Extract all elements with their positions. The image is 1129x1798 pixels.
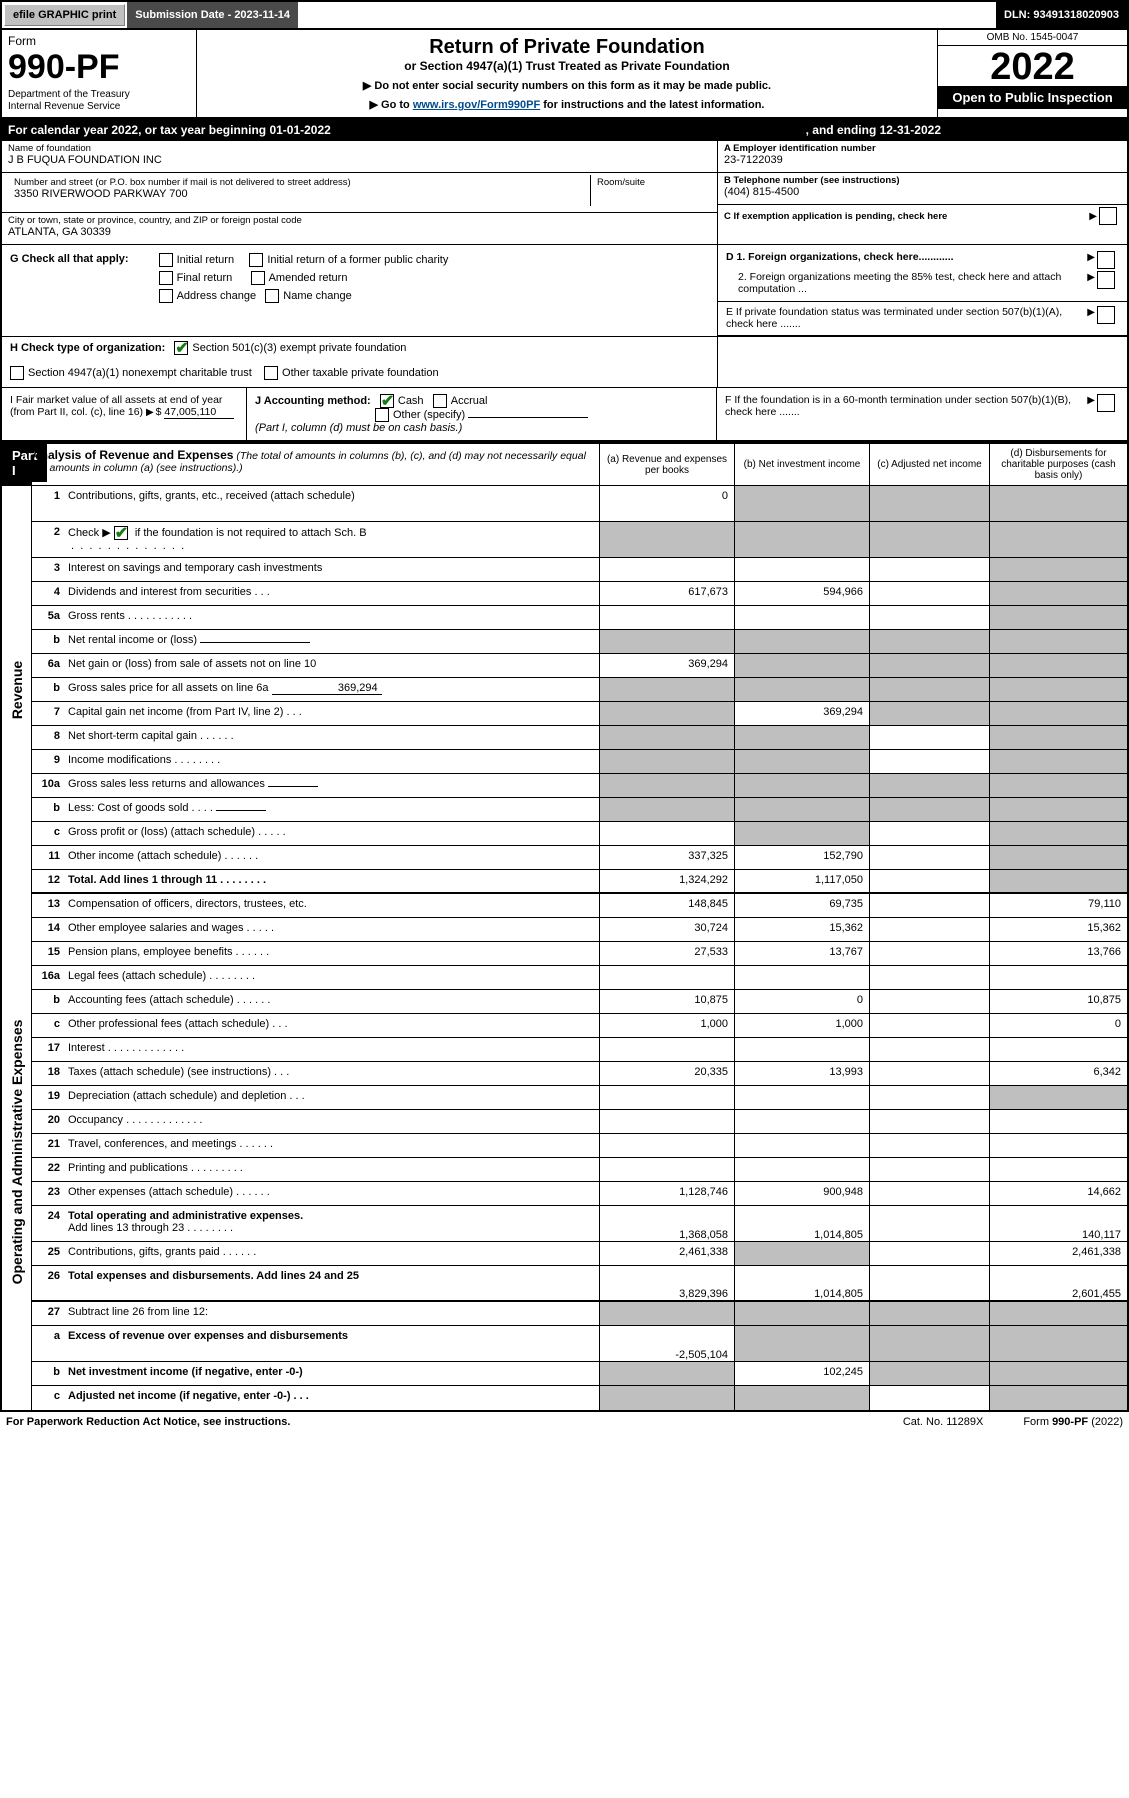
g-label: G Check all that apply: <box>10 253 129 303</box>
open-inspection: Open to Public Inspection <box>938 86 1127 109</box>
top-bar: efile GRAPHIC print Submission Date - 20… <box>2 2 1127 30</box>
instruction-2: ▶ Go to www.irs.gov/Form990PF for instru… <box>207 98 927 111</box>
i-value: 47,005,110 <box>164 406 234 419</box>
revenue-label: Revenue <box>2 486 32 894</box>
expenses-label: Operating and Administrative Expenses <box>2 894 32 1410</box>
phone-label: B Telephone number (see instructions) <box>724 175 1121 186</box>
g-name-checkbox[interactable] <box>265 289 279 303</box>
submission-date: Submission Date - 2023-11-14 <box>127 2 298 28</box>
g-address-checkbox[interactable] <box>159 289 173 303</box>
foundation-name: J B FUQUA FOUNDATION INC <box>8 154 711 166</box>
ein: 23-7122039 <box>724 154 1121 166</box>
j-accrual-checkbox[interactable] <box>433 394 447 408</box>
h-label: H Check type of organization: <box>10 342 165 354</box>
j-other-checkbox[interactable] <box>375 408 389 422</box>
e-label: E If private foundation status was termi… <box>726 306 1087 330</box>
calendar-year-row: For calendar year 2022, or tax year begi… <box>2 119 1127 141</box>
d2-checkbox[interactable] <box>1097 271 1115 289</box>
ij-row: I Fair market value of all assets at end… <box>2 388 1127 442</box>
dln: DLN: 93491318020903 <box>996 2 1127 28</box>
h-501c3-checkbox[interactable] <box>174 341 188 355</box>
col-b-header: (b) Net investment income <box>734 444 869 485</box>
f-label: F If the foundation is in a 60-month ter… <box>725 394 1087 418</box>
identity-block: Name of foundation J B FUQUA FOUNDATION … <box>2 141 1127 245</box>
h-row-2: Section 4947(a)(1) nonexempt charitable … <box>2 359 1127 388</box>
city-label: City or town, state or province, country… <box>8 215 711 226</box>
form-label: Form <box>8 34 190 48</box>
room-label: Room/suite <box>597 177 705 188</box>
col-d-header: (d) Disbursements for charitable purpose… <box>989 444 1127 485</box>
omb-number: OMB No. 1545-0047 <box>938 30 1127 46</box>
schb-checkbox[interactable] <box>114 526 128 540</box>
h-4947-checkbox[interactable] <box>10 366 24 380</box>
h-other-checkbox[interactable] <box>264 366 278 380</box>
form-title: Return of Private Foundation <box>207 36 927 59</box>
footer-cat: Cat. No. 11289X <box>903 1416 984 1428</box>
form-number: 990-PF <box>8 48 190 87</box>
g-initial-checkbox[interactable] <box>159 253 173 267</box>
col-c-header: (c) Adjusted net income <box>869 444 989 485</box>
part1-header: Part I Analysis of Revenue and Expenses … <box>2 442 1127 486</box>
j-label: J Accounting method: <box>255 395 371 407</box>
j-cash-checkbox[interactable] <box>380 394 394 408</box>
city: ATLANTA, GA 30339 <box>8 226 711 238</box>
address: 3350 RIVERWOOD PARKWAY 700 <box>14 188 584 200</box>
efile-print-button[interactable]: efile GRAPHIC print <box>4 4 125 26</box>
e-checkbox[interactable] <box>1097 306 1115 324</box>
arrow-icon <box>1089 211 1099 222</box>
d1-label: D 1. Foreign organizations, check here..… <box>726 251 1087 269</box>
department: Department of the Treasury Internal Reve… <box>8 89 190 113</box>
form-header: Form 990-PF Department of the Treasury I… <box>2 30 1127 119</box>
revenue-table: Revenue 1Contributions, gifts, grants, e… <box>2 486 1127 894</box>
name-label: Name of foundation <box>8 143 711 154</box>
j-note: (Part I, column (d) must be on cash basi… <box>255 422 462 434</box>
g-block: G Check all that apply: Initial return I… <box>2 245 1127 337</box>
address-label: Number and street (or P.O. box number if… <box>14 177 584 188</box>
g-initial-former-checkbox[interactable] <box>249 253 263 267</box>
footer-form: Form 990-PF (2022) <box>1023 1416 1123 1428</box>
c-checkbox[interactable] <box>1099 207 1117 225</box>
form-subtitle: or Section 4947(a)(1) Trust Treated as P… <box>207 59 927 73</box>
instruction-1: ▶ Do not enter social security numbers o… <box>207 79 927 92</box>
d2-label: 2. Foreign organizations meeting the 85%… <box>726 271 1087 295</box>
footer-left: For Paperwork Reduction Act Notice, see … <box>6 1416 290 1428</box>
footer: For Paperwork Reduction Act Notice, see … <box>0 1412 1129 1432</box>
c-label: C If exemption application is pending, c… <box>724 211 1089 222</box>
f-checkbox[interactable] <box>1097 394 1115 412</box>
part1-title: Analysis of Revenue and Expenses <box>32 448 233 462</box>
phone: (404) 815-4500 <box>724 186 1121 198</box>
irs-link[interactable]: www.irs.gov/Form990PF <box>413 99 540 111</box>
col-a-header: (a) Revenue and expenses per books <box>599 444 734 485</box>
tax-year: 2022 <box>938 46 1127 86</box>
g-final-checkbox[interactable] <box>159 271 173 285</box>
g-amended-checkbox[interactable] <box>251 271 265 285</box>
expenses-table: Operating and Administrative Expenses 13… <box>2 894 1127 1410</box>
d1-checkbox[interactable] <box>1097 251 1115 269</box>
ein-label: A Employer identification number <box>724 143 1121 154</box>
